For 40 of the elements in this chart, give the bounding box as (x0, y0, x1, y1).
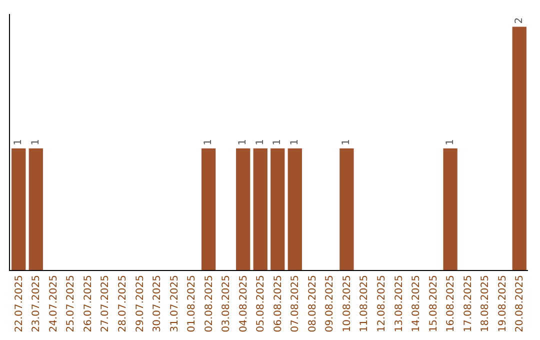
x-tick-label: 02.08.2025 (204, 275, 215, 332)
x-tick-label: 05.08.2025 (256, 275, 267, 332)
x-tick-label: 26.07.2025 (82, 275, 94, 332)
data-label: 1 (444, 139, 456, 146)
x-tick-label: 10.08.2025 (342, 275, 353, 332)
x-tick-label: 06.08.2025 (272, 275, 284, 332)
x-tick-label: 23.07.2025 (31, 275, 42, 332)
data-label: 1 (203, 139, 214, 146)
x-tick-label: 25.07.2025 (66, 275, 77, 332)
x-tick-label: 07.08.2025 (290, 275, 302, 332)
data-label: 1 (272, 139, 284, 146)
x-tick-label: 28.07.2025 (117, 275, 128, 332)
x-tick-label: 16.08.2025 (446, 275, 457, 332)
x-tick-label: 27.07.2025 (100, 275, 112, 332)
x-tick-label: 29.07.2025 (134, 275, 146, 332)
x-tick-label: 09.08.2025 (324, 275, 336, 332)
x-tick-label: 14.08.2025 (411, 275, 422, 332)
x-tick-label: 03.08.2025 (221, 275, 232, 332)
x-tick-label: 19.08.2025 (497, 275, 508, 332)
data-label: 1 (289, 139, 300, 146)
data-label: 1 (30, 139, 42, 146)
data-label: 1 (238, 139, 249, 146)
data-label: 1 (254, 139, 266, 146)
x-tick-label: 17.08.2025 (462, 275, 474, 332)
data-label: 1 (341, 139, 352, 146)
x-tick-label: 20.08.2025 (514, 275, 526, 332)
x-tick-label: 22.07.2025 (14, 275, 25, 332)
x-tick-label: 15.08.2025 (428, 275, 440, 332)
x-tick-label: 24.07.2025 (48, 275, 60, 332)
x-tick-label: 18.08.2025 (480, 275, 492, 332)
x-tick-label: 31.07.2025 (169, 275, 180, 332)
x-tick-label: 12.08.2025 (376, 275, 388, 332)
x-tick-label: 13.08.2025 (394, 275, 405, 332)
x-tick-label: 08.08.2025 (307, 275, 318, 332)
x-tick-label: 01.08.2025 (186, 275, 198, 332)
x-tick-label: 11.08.2025 (359, 275, 370, 332)
data-label: 1 (13, 139, 24, 146)
x-tick-label: 30.07.2025 (152, 275, 164, 332)
x-tick-label: 04.08.2025 (238, 275, 250, 332)
data-label: 2 (514, 17, 525, 24)
